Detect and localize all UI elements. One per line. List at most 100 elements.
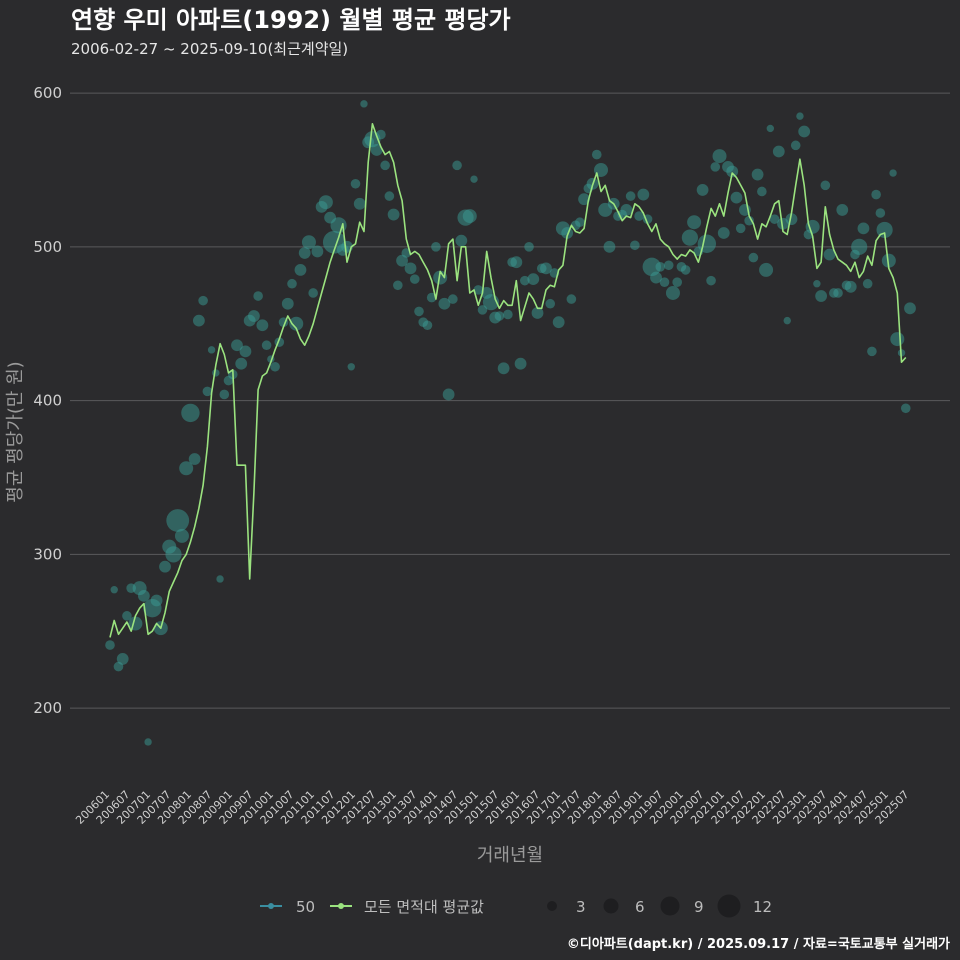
legend-average-label: 모든 면적대 평균값	[364, 898, 484, 916]
point-200601	[105, 640, 115, 650]
point-201101	[360, 100, 368, 108]
point-201903	[772, 145, 785, 158]
point-200909	[289, 316, 304, 331]
point-202102	[871, 189, 881, 200]
point-201909	[798, 125, 811, 138]
point-201809	[748, 252, 759, 263]
point-200604	[116, 653, 129, 665]
area-50-points	[105, 100, 916, 746]
point-201703	[672, 277, 682, 287]
point-201907	[790, 140, 801, 151]
point-200708	[181, 403, 200, 423]
point-201302	[462, 209, 477, 224]
point-201201	[409, 274, 420, 284]
y-tick-label-400: 400	[33, 392, 62, 410]
point-200911	[298, 247, 311, 259]
point-200904	[270, 361, 280, 372]
point-201409	[545, 298, 556, 309]
point-200612	[150, 594, 163, 607]
point-201908	[796, 112, 804, 120]
point-200803	[216, 575, 224, 583]
point-200807	[231, 339, 243, 352]
point-200707	[179, 461, 194, 476]
point-201002	[311, 245, 324, 258]
point-200912	[301, 235, 316, 250]
point-201001	[308, 288, 318, 298]
point-202011	[857, 222, 870, 235]
legend-50-dot	[268, 903, 274, 909]
point-200902	[261, 340, 272, 351]
legend-size-9-circle	[660, 896, 680, 916]
point-201805	[730, 191, 743, 204]
source-caption: ©디아파트(dapt.kr) / 2025.09.17 / 자료=국토교통부 실…	[567, 936, 950, 952]
point-200702	[159, 560, 171, 573]
x-tick-labels: 2006012006072007012007072008012008072009…	[73, 788, 911, 827]
point-201405	[527, 273, 540, 286]
point-201109	[393, 280, 403, 291]
point-201804	[726, 165, 739, 178]
point-201011	[350, 178, 361, 189]
point-201902	[769, 214, 780, 224]
point-202002	[820, 180, 831, 191]
point-201810	[751, 168, 764, 181]
point-201504	[575, 217, 585, 228]
point-201612	[659, 277, 670, 287]
point-200704	[165, 546, 182, 563]
point-200808	[235, 357, 248, 370]
point-200605	[122, 611, 132, 621]
y-gridlines	[70, 92, 950, 709]
point-200710	[192, 314, 205, 327]
point-202008	[844, 280, 857, 293]
point-202103	[875, 208, 886, 218]
point-201701	[663, 260, 674, 271]
point-201310	[497, 362, 510, 375]
point-201706	[681, 229, 698, 246]
point-201208	[438, 297, 451, 310]
point-201004	[318, 195, 333, 210]
point-200709	[188, 453, 201, 465]
point-201408	[540, 262, 552, 275]
point-201304	[473, 285, 484, 295]
point-201204	[422, 320, 433, 331]
point-202005	[833, 288, 843, 298]
point-202105	[881, 253, 896, 268]
point-201505	[578, 193, 590, 206]
point-200809	[239, 345, 252, 358]
point-201303	[470, 175, 478, 183]
point-201107	[384, 191, 395, 201]
point-200901	[256, 319, 269, 332]
point-200910	[294, 263, 307, 276]
point-201609	[642, 257, 661, 277]
point-201210	[448, 294, 458, 304]
point-201406	[531, 307, 544, 319]
legend: 50 모든 면적대 평균값 3 6 9 12	[260, 894, 772, 918]
point-202001	[815, 290, 828, 302]
point-201812	[759, 262, 774, 277]
y-tick-label-600: 600	[33, 84, 62, 102]
point-201511	[603, 240, 616, 253]
point-201806	[735, 223, 746, 234]
chart-title: 연향 우미 아파트(1992) 월별 평균 평당가	[71, 6, 511, 34]
point-201705	[680, 265, 691, 275]
point-201404	[524, 242, 534, 252]
point-201710	[697, 234, 717, 253]
point-201912	[813, 280, 821, 288]
legend-size-6-circle	[603, 898, 619, 914]
point-201309	[494, 311, 505, 321]
point-201402	[514, 357, 527, 370]
point-201211	[452, 160, 462, 171]
legend-size-12-label: 12	[753, 898, 772, 916]
point-201508	[591, 149, 602, 160]
point-201811	[757, 186, 767, 197]
point-200706	[174, 528, 189, 543]
point-201205	[426, 292, 437, 303]
x-axis-title: 거래년월	[477, 845, 543, 866]
point-201906	[785, 213, 798, 226]
point-201106	[380, 160, 390, 171]
point-201901	[766, 124, 775, 133]
y-axis-title: 평균 평당가(만 원)	[5, 361, 26, 502]
point-201603	[620, 204, 633, 216]
point-201209	[442, 388, 455, 401]
